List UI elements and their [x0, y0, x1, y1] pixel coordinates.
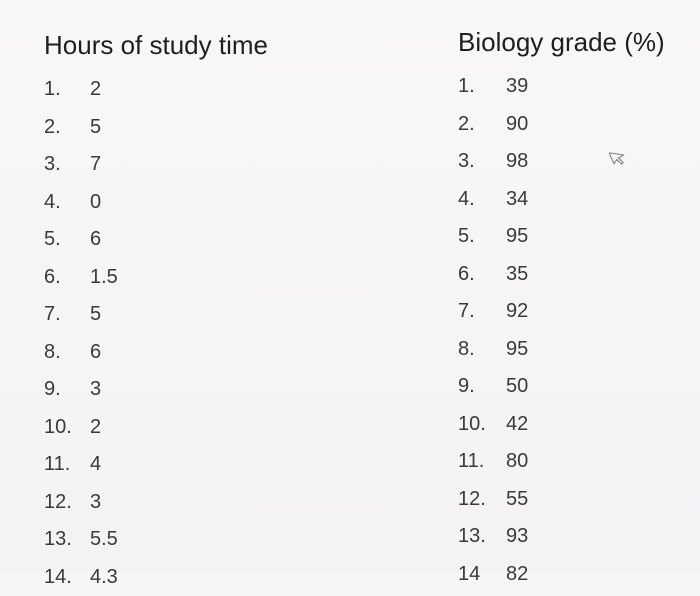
item-number: 3. [458, 143, 475, 181]
grade-value: 42 [506, 406, 528, 444]
grade-value: 93 [506, 518, 528, 556]
hours-value: 5 [90, 109, 101, 147]
hours-value: 4 [90, 446, 101, 484]
document-page: Hours of study time 1.2 2.5 3.7 4.0 5.6 … [0, 0, 700, 571]
hours-value: 0 [90, 184, 101, 222]
item-number: 9. [44, 371, 61, 409]
hours-value: 6 [90, 334, 101, 372]
item-number: 5. [458, 218, 475, 256]
item-number: 1. [44, 71, 61, 109]
item-number: 13. [44, 521, 72, 559]
pointer-cursor-icon [609, 148, 627, 166]
item-number: 12. [458, 481, 486, 519]
grade-value: 90 [506, 106, 528, 144]
item-number: 8. [44, 334, 61, 372]
item-number: 5. [44, 221, 61, 259]
item-number: 13. [458, 518, 486, 556]
item-number: 6. [458, 256, 475, 294]
grade-value: 39 [506, 68, 528, 106]
item-number: 7. [44, 296, 61, 334]
hours-value: 2 [90, 409, 101, 447]
hours-value: 6 [90, 221, 101, 259]
item-number: 7. [458, 293, 475, 331]
item-number: 4. [44, 184, 61, 222]
hours-value: 7 [90, 146, 101, 184]
item-number: 4. [458, 181, 475, 219]
grade-value: 95 [506, 218, 528, 256]
item-number: 1. [458, 68, 475, 106]
grade-value: 35 [506, 256, 528, 294]
hours-value: 3 [90, 371, 101, 409]
item-number: 8. [458, 331, 475, 369]
hours-value: 5 [90, 296, 101, 334]
item-number: 11. [458, 443, 484, 481]
item-number: 3. [44, 146, 61, 184]
grade-value: 80 [506, 443, 528, 481]
item-number: 14 [458, 556, 480, 594]
hours-value: 3 [90, 484, 101, 522]
hours-value: 1.5 [90, 259, 118, 297]
item-number: 2. [44, 109, 61, 147]
item-number: 2. [458, 106, 475, 144]
item-number: 11. [44, 446, 70, 484]
item-number: 6. [44, 259, 61, 297]
grade-value: 92 [506, 293, 528, 331]
hours-value: 5.5 [90, 521, 118, 559]
grades-heading: Biology grade (%) [458, 27, 665, 58]
item-number: 9. [458, 368, 475, 406]
grade-value: 95 [506, 331, 528, 369]
grade-value: 55 [506, 481, 528, 519]
grade-value: 50 [506, 368, 528, 406]
hours-heading: Hours of study time [44, 30, 268, 61]
grade-value: 34 [506, 181, 528, 219]
hours-value: 4.3 [90, 559, 118, 596]
grade-value: 82 [506, 556, 528, 594]
item-number: 10. [458, 406, 486, 444]
item-number: 10. [44, 409, 72, 447]
grade-value: 98 [506, 143, 528, 181]
hours-value: 2 [90, 71, 101, 109]
item-number: 12. [44, 484, 72, 522]
item-number: 14. [44, 559, 72, 596]
